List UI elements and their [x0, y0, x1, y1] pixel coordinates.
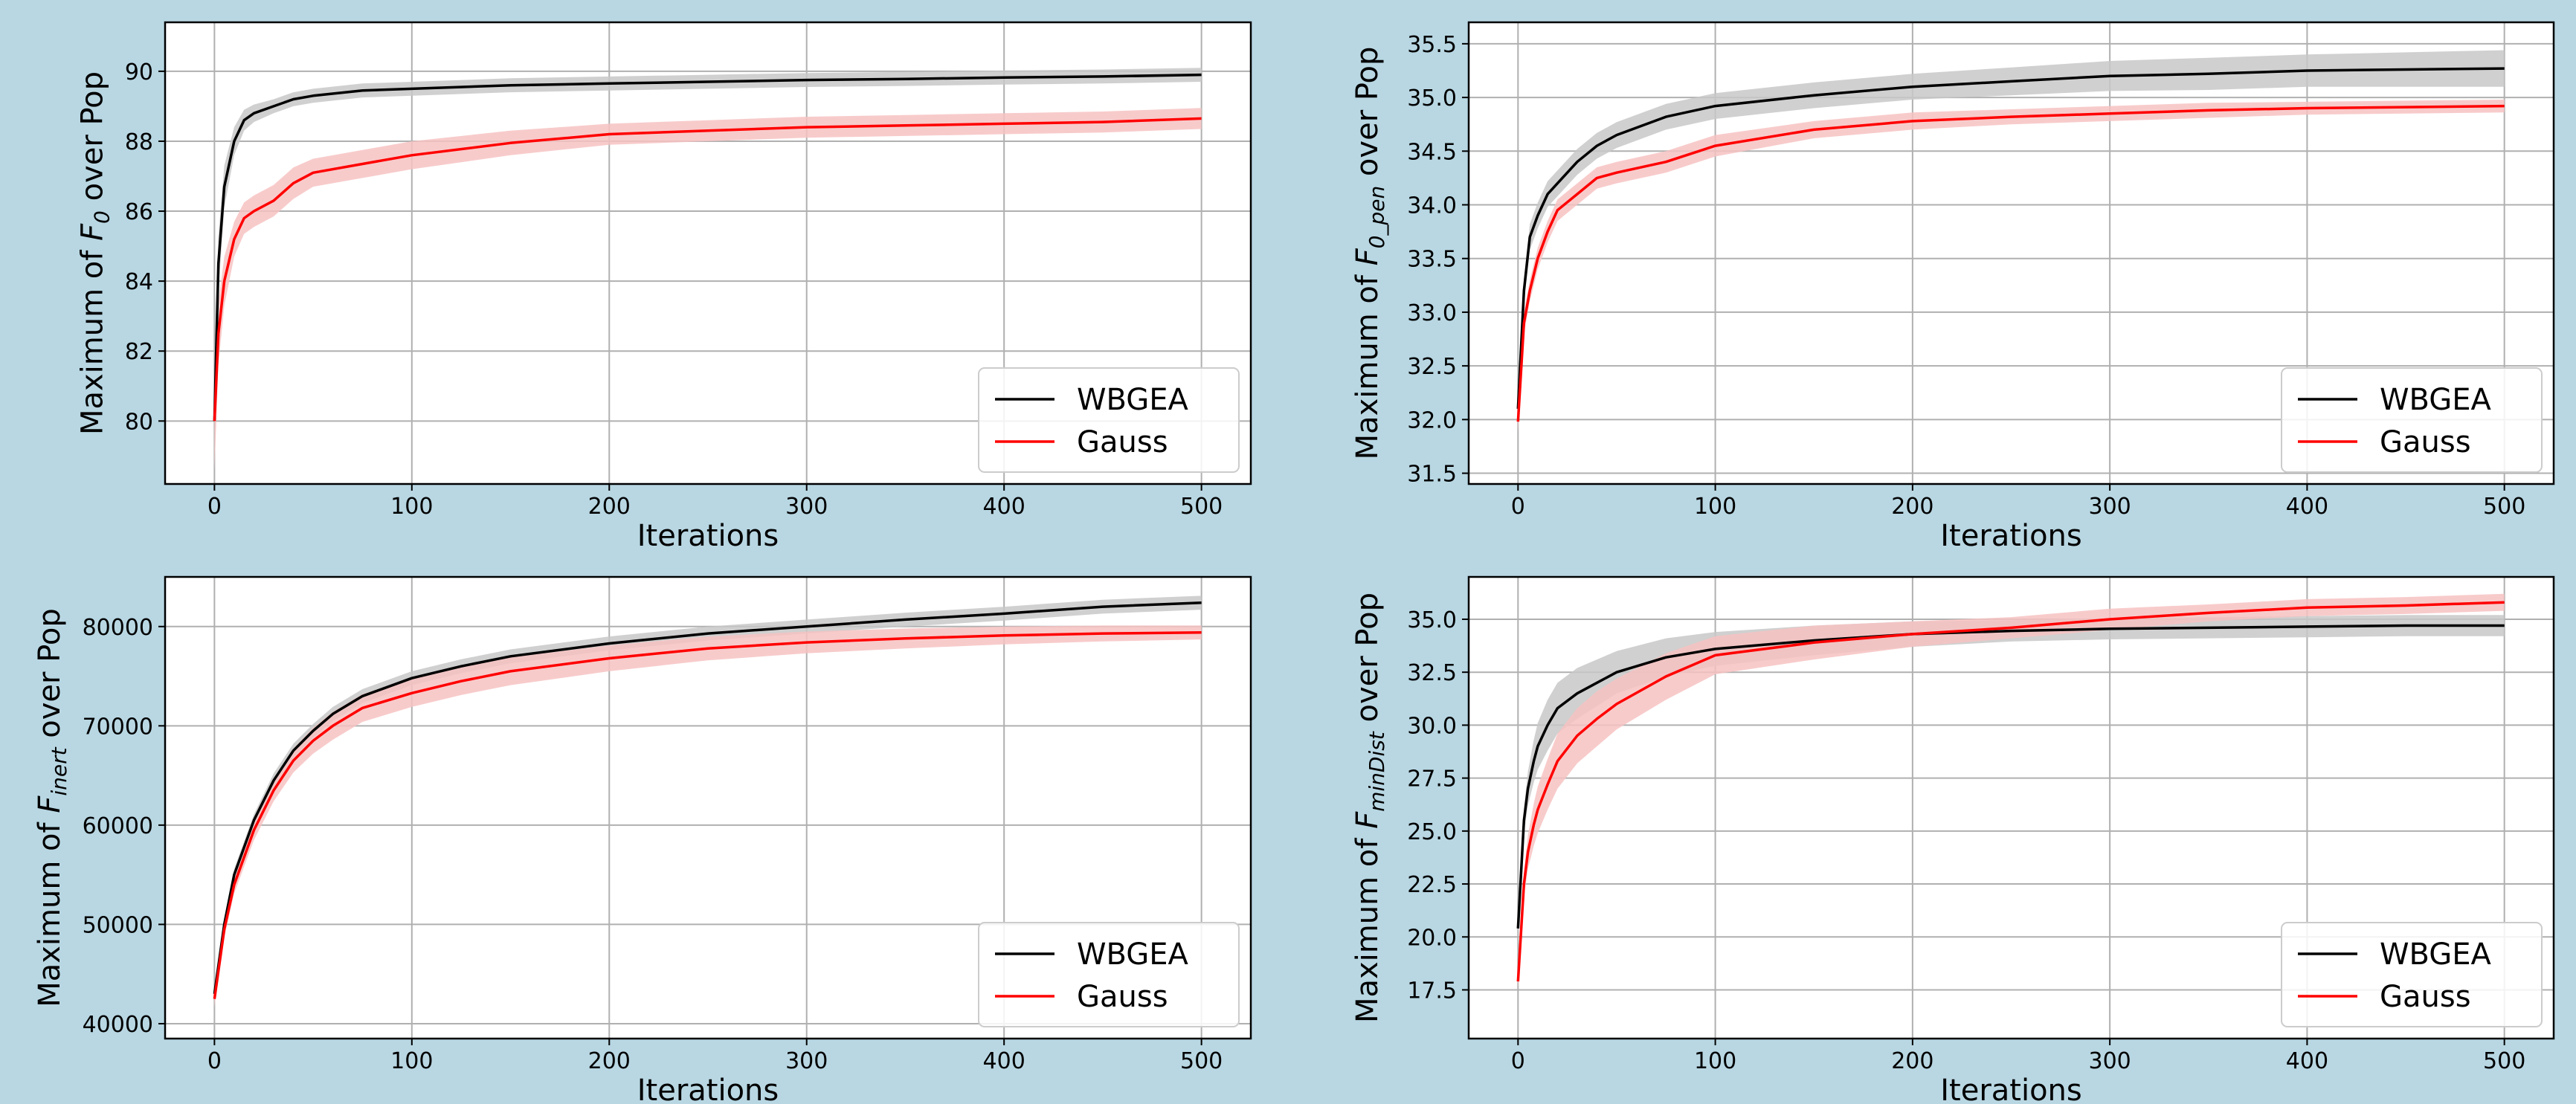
- x-axis-label: Iterations: [637, 1074, 779, 1104]
- legend-label-wbgea: WBGEA: [1077, 937, 1189, 972]
- x-axis-label: Iterations: [1940, 1074, 2082, 1104]
- y-tick-label: 34.5: [1407, 139, 1457, 165]
- plot-frame: [1467, 575, 2555, 1040]
- y-tick-label: 86: [125, 199, 153, 225]
- x-tick-label: 200: [1891, 1048, 1933, 1074]
- x-tick-label: 400: [2286, 1048, 2328, 1074]
- x-tick-label: 0: [1511, 1048, 1525, 1074]
- series-line-gauss: [213, 117, 1202, 422]
- x-tick-label: 200: [588, 1048, 631, 1074]
- y-tick-label: 17.5: [1407, 978, 1457, 1004]
- series-line-wbgea: [1516, 624, 2505, 929]
- x-tick-label: 0: [207, 494, 222, 520]
- y-tick-label: 80000: [83, 615, 153, 641]
- legend-label-gauss: Gauss: [2380, 425, 2471, 459]
- y-tick-label: 20.0: [1407, 925, 1457, 951]
- y-tick-label: 50000: [83, 912, 153, 938]
- x-tick-label: 400: [983, 494, 1025, 520]
- x-tick-label: 200: [588, 494, 631, 520]
- x-tick-label: 0: [1511, 494, 1525, 520]
- panel-finert: 0 100 200 300 400 500 40000 50000 60000 70000 8000…: [33, 575, 1252, 1104]
- series-line-wbgea: [1516, 67, 2505, 409]
- y-tick-label: 22.5: [1407, 872, 1457, 898]
- y-axis-label: Maximum of Finert over Pop: [33, 608, 71, 1007]
- y-tick-label: 60000: [83, 813, 153, 839]
- x-tick-label: 400: [2286, 494, 2328, 520]
- x-tick-label: 300: [785, 1048, 828, 1074]
- x-tick-label: 500: [2483, 1048, 2525, 1074]
- x-tick-label: 100: [390, 1048, 433, 1074]
- panel-fmindist: 0 100 200 300 400 500 17.5 20.0 22.5 25.0 27.5 30.0…: [1350, 575, 2555, 1104]
- x-tick-label: 100: [1694, 494, 1736, 520]
- y-tick-label: 35.0: [1407, 607, 1457, 633]
- panel-f0: 0 100 200 300 400 500 80 82 84 86 88 90 Iterations Ma…: [76, 21, 1252, 553]
- y-tick-label: 80: [125, 409, 153, 435]
- legend: WBGEA Gauss: [978, 922, 1240, 1027]
- legend-box: [2281, 367, 2543, 473]
- legend-label-gauss: Gauss: [1077, 980, 1168, 1014]
- legend-box: [978, 922, 1240, 1027]
- legend-label-wbgea: WBGEA: [1077, 383, 1189, 417]
- legend: WBGEA Gauss: [2281, 367, 2543, 473]
- legend-label-gauss: Gauss: [2380, 980, 2471, 1014]
- y-tick-label: 90: [125, 59, 153, 85]
- y-tick-label: 32.0: [1407, 407, 1457, 433]
- x-axis-label: Iterations: [1940, 519, 2082, 553]
- series-line-wbgea: [213, 601, 1202, 995]
- y-tick-label: 82: [125, 339, 153, 365]
- series-line-gauss: [213, 631, 1202, 999]
- y-tick-label: 32.5: [1407, 660, 1457, 686]
- plot-frame: [164, 21, 1252, 485]
- legend-label-wbgea: WBGEA: [2380, 937, 2492, 972]
- y-tick-label: 84: [125, 269, 153, 295]
- y-axis-label: Maximum of FminDist over Pop: [1350, 593, 1389, 1023]
- x-tick-label: 300: [2089, 494, 2131, 520]
- y-tick-label: 25.0: [1407, 819, 1457, 845]
- legend-label-gauss: Gauss: [1077, 425, 1168, 459]
- x-tick-label: 300: [2089, 1048, 2131, 1074]
- x-tick-label: 100: [390, 494, 433, 520]
- legend-label-wbgea: WBGEA: [2380, 383, 2492, 417]
- x-tick-label: 500: [1180, 1048, 1223, 1074]
- y-tick-label: 33.0: [1407, 300, 1457, 326]
- series-line-gauss: [1516, 104, 2505, 422]
- x-tick-label: 0: [207, 1048, 222, 1074]
- y-tick-label: 34.0: [1407, 193, 1457, 219]
- series-line-wbgea: [213, 73, 1202, 422]
- y-tick-label: 30.0: [1407, 713, 1457, 739]
- y-tick-label: 31.5: [1407, 462, 1457, 488]
- y-tick-label: 40000: [83, 1012, 153, 1038]
- x-tick-label: 500: [2483, 494, 2525, 520]
- y-tick-label: 35.0: [1407, 85, 1457, 112]
- y-tick-label: 88: [125, 129, 153, 155]
- legend-box: [978, 367, 1240, 473]
- y-tick-label: 33.5: [1407, 247, 1457, 273]
- y-tick-label: 70000: [83, 714, 153, 740]
- y-tick-label: 27.5: [1407, 766, 1457, 793]
- legend-box: [2281, 922, 2543, 1027]
- x-axis-label: Iterations: [637, 519, 779, 553]
- plot-frame: [164, 575, 1252, 1040]
- x-tick-label: 400: [983, 1048, 1025, 1074]
- plot-frame: [1467, 21, 2555, 485]
- x-tick-label: 100: [1694, 1048, 1736, 1074]
- panel-f0pen: 0 100 200 300 400 500 31.5 32.0 32.5 33.0 33.5 34.0…: [1350, 21, 2555, 553]
- legend: WBGEA Gauss: [978, 367, 1240, 473]
- x-tick-label: 200: [1891, 494, 1933, 520]
- legend: WBGEA Gauss: [2281, 922, 2543, 1027]
- y-tick-label: 35.5: [1407, 32, 1457, 58]
- x-tick-label: 300: [785, 494, 828, 520]
- y-axis-label: Maximum of F0 over Pop: [76, 71, 115, 435]
- y-tick-label: 32.5: [1407, 354, 1457, 380]
- y-axis-label: Maximum of F0_pen over Pop: [1350, 47, 1389, 460]
- x-tick-label: 500: [1180, 494, 1223, 520]
- series-line-gauss: [1516, 601, 2505, 982]
